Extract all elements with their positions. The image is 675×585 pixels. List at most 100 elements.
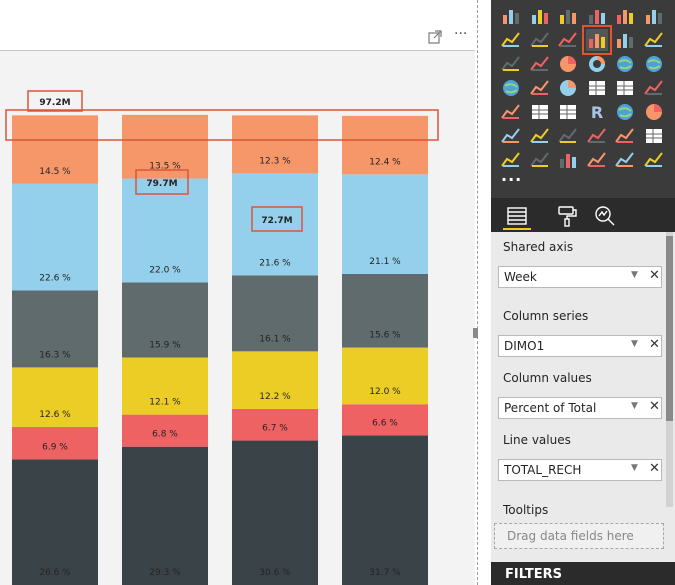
ribbon-chart-icon[interactable]	[643, 29, 665, 51]
stacked-column-chart-icon[interactable]	[529, 5, 551, 27]
map-icon[interactable]	[643, 53, 665, 75]
resize-handle[interactable]	[473, 328, 478, 338]
column-values-field-name: Percent of Total	[504, 401, 597, 415]
column-segment[interactable]	[122, 114, 208, 179]
filters-header[interactable]: FILTERS	[491, 562, 675, 585]
trend-chart-icon[interactable]	[557, 125, 579, 147]
stopwatch-icon[interactable]	[500, 125, 522, 147]
shared-axis-field[interactable]: Week ▼ ✕	[498, 266, 662, 288]
quadrant-icon[interactable]	[614, 149, 636, 171]
kpi-icon[interactable]	[643, 77, 665, 99]
fields-tab-icon[interactable]	[503, 202, 531, 230]
line-and-clustered-column-chart-icon[interactable]	[614, 29, 636, 51]
column-segment[interactable]	[232, 408, 318, 441]
total-label-highlight	[27, 90, 83, 112]
data-label: 12.2 %	[259, 392, 291, 402]
globe-gauge-icon[interactable]	[643, 101, 665, 123]
bullet-chart-icon[interactable]	[586, 125, 608, 147]
close-icon[interactable]: ✕	[649, 268, 660, 283]
line-and-stacked-column-chart-icon[interactable]	[581, 25, 612, 55]
column-segment[interactable]	[232, 115, 318, 174]
column-segment[interactable]	[12, 367, 98, 427]
analytics-icon[interactable]	[591, 202, 619, 230]
filled-map-icon[interactable]	[500, 77, 522, 99]
column-segment[interactable]	[342, 435, 428, 585]
column-segment[interactable]	[12, 290, 98, 368]
column-segment[interactable]	[122, 357, 208, 415]
chevron-down-icon[interactable]: ▼	[631, 401, 638, 411]
mekko-chart-icon[interactable]	[586, 149, 608, 171]
tooltips-drop-zone[interactable]: Drag data fields here	[494, 523, 664, 549]
arcgis-map-icon[interactable]	[614, 101, 636, 123]
line-chart-icon[interactable]	[500, 29, 522, 51]
pie-chart-icon[interactable]	[557, 53, 579, 75]
close-icon[interactable]: ✕	[649, 399, 660, 414]
column-segment[interactable]	[12, 426, 98, 460]
scatter-chart-icon[interactable]	[529, 53, 551, 75]
column-series-field[interactable]: DIMO1 ▼ ✕	[498, 335, 662, 357]
column-values-field[interactable]: Percent of Total ▼ ✕	[498, 397, 662, 419]
clustered-column-chart-icon[interactable]	[586, 5, 608, 27]
shared-axis-field-name: Week	[504, 270, 537, 284]
gauge-icon[interactable]	[557, 77, 579, 99]
column-segment[interactable]	[122, 414, 208, 447]
area-chart-icon[interactable]	[529, 29, 551, 51]
column-segment[interactable]	[122, 282, 208, 358]
column-segment[interactable]	[232, 440, 318, 585]
sparkline-icon[interactable]	[614, 125, 636, 147]
column-segment[interactable]	[122, 178, 208, 283]
data-label: 6.9 %	[42, 442, 68, 452]
chevron-down-icon[interactable]: ▼	[631, 339, 638, 349]
donut-chart-icon[interactable]	[586, 53, 608, 75]
field-wells: Shared axis Week ▼ ✕ Column series DIMO1…	[491, 232, 675, 562]
number-card-icon[interactable]	[643, 125, 665, 147]
chevron-down-icon[interactable]: ▼	[631, 270, 638, 280]
clustered-bar-chart-icon[interactable]	[557, 5, 579, 27]
100-stacked-bar-chart-icon[interactable]	[614, 5, 636, 27]
column-segment[interactable]	[232, 173, 318, 276]
chevron-down-icon[interactable]: ▼	[631, 463, 638, 473]
more-visuals-button[interactable]: ···	[501, 170, 523, 189]
tornado-chart-icon[interactable]	[500, 149, 522, 171]
card-icon[interactable]	[586, 77, 608, 99]
column-segment[interactable]	[342, 347, 428, 405]
funnel-icon[interactable]	[529, 77, 551, 99]
histogram-icon[interactable]	[557, 149, 579, 171]
close-icon[interactable]: ✕	[649, 461, 660, 476]
more-options-button[interactable]: ···	[454, 26, 468, 42]
column-segment[interactable]	[12, 183, 98, 291]
logo-visual-icon[interactable]	[529, 149, 551, 171]
100-stacked-column-chart-icon[interactable]	[643, 5, 665, 27]
small-multiples-icon[interactable]	[643, 149, 665, 171]
line-dot-chart-icon[interactable]	[529, 125, 551, 147]
multi-row-card-icon[interactable]	[614, 77, 636, 99]
total-label: 79.7M	[146, 179, 177, 189]
pane-scrollbar-thumb[interactable]	[666, 236, 673, 421]
matrix-icon[interactable]	[557, 101, 579, 123]
svg-text:R: R	[590, 103, 602, 122]
column-segment[interactable]	[342, 115, 428, 175]
r-visual-icon[interactable]: R	[586, 101, 608, 123]
canvas-divider	[477, 0, 478, 585]
stacked-area-chart-icon[interactable]	[557, 29, 579, 51]
line-and-stacked-column-chart[interactable]: 26.6 % 6.9 % 12.6 % 16.3 % 22.6 % 14.5 % 29.3 …	[0, 51, 475, 585]
waterfall-chart-icon[interactable]	[500, 53, 522, 75]
column-segment[interactable]	[342, 174, 428, 274]
column-segment[interactable]	[12, 459, 98, 585]
slicer-icon[interactable]	[500, 101, 522, 123]
stacked-bar-chart-icon[interactable]	[500, 5, 522, 27]
format-paint-icon[interactable]	[553, 202, 581, 230]
close-icon[interactable]: ✕	[649, 337, 660, 352]
column-segment[interactable]	[232, 351, 318, 409]
column-segment[interactable]	[342, 404, 428, 436]
focus-mode-icon[interactable]	[428, 30, 442, 44]
column-segment[interactable]	[232, 275, 318, 352]
line-values-field[interactable]: TOTAL_RECH ▼ ✕	[498, 459, 662, 481]
column-segment[interactable]	[342, 273, 428, 348]
chart-plot-area[interactable]: 26.6 % 6.9 % 12.6 % 16.3 % 22.6 % 14.5 % 29.3 …	[0, 51, 475, 585]
treemap-icon[interactable]	[614, 53, 636, 75]
column-segment[interactable]	[12, 115, 98, 184]
column-segment[interactable]	[122, 446, 208, 585]
table-icon[interactable]	[529, 101, 551, 123]
data-label: 12.4 %	[369, 157, 401, 167]
